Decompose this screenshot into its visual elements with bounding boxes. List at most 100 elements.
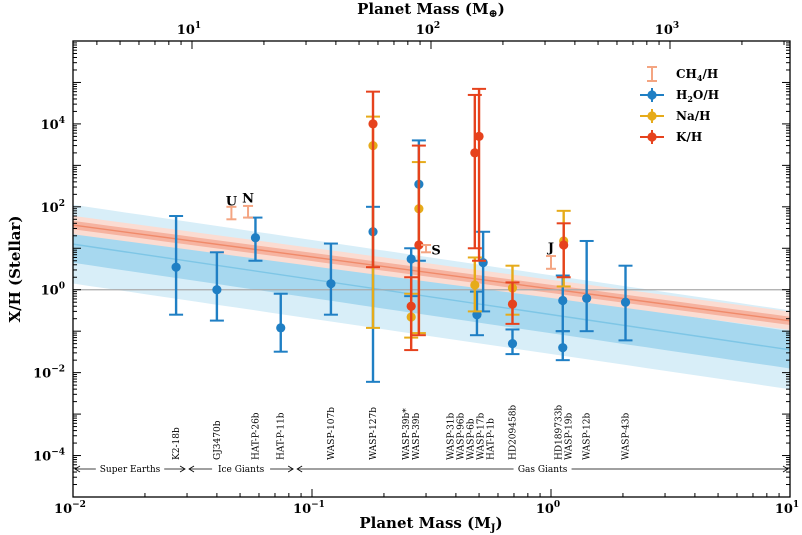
legend-item-na: Na/H xyxy=(640,109,710,123)
h2o-fit-line xyxy=(73,243,790,351)
plot-frame xyxy=(72,40,791,498)
x2-tick-label: 101 xyxy=(177,21,201,38)
x-tick-label: 101 xyxy=(775,500,799,517)
k-point-5 xyxy=(505,281,520,325)
h2o-point-13-marker xyxy=(582,293,592,303)
axes: 10−2 10−1 100 101 101 102 103 10−4 10−2 100 102 104 xyxy=(33,21,799,517)
k-point-4-marker xyxy=(474,131,484,141)
y-tick-label: 10−4 xyxy=(33,448,65,465)
k-point-0-marker xyxy=(368,119,378,129)
h2o-point-4-marker xyxy=(326,279,336,289)
x-tick-label: 10−1 xyxy=(293,500,325,517)
planet-label-4-0: WASP-107b xyxy=(327,407,337,460)
k-point-6 xyxy=(556,222,571,279)
planet-label-6-0: WASP-39b* xyxy=(402,408,412,460)
y-tick-label: 102 xyxy=(41,199,65,216)
region-label: Ice Giants xyxy=(218,465,265,475)
legend-item-ch4: CH4/H xyxy=(647,66,718,83)
planet-label-9-1: WASP-19b xyxy=(565,412,575,460)
h2o-point-1-marker xyxy=(212,285,222,295)
y-axis-title: X/H (Stellar) xyxy=(6,215,24,322)
planet-label-10-0: WASP-12b xyxy=(583,412,593,460)
k-point-3 xyxy=(467,93,482,250)
planet-label-1-0: GJ3470b xyxy=(213,420,223,460)
h2o-point-14 xyxy=(618,264,633,342)
na-point-3 xyxy=(467,256,482,313)
region-arrowhead-right xyxy=(782,465,789,473)
planet-label-7-0: WASP-31b xyxy=(446,412,456,460)
planet-label-6-1: WASP-39b xyxy=(412,412,422,460)
k-point-2 xyxy=(411,144,426,337)
h2o-point-10-marker xyxy=(507,339,518,349)
region-arrowhead-left xyxy=(188,465,195,473)
solar-label-s: S xyxy=(431,243,440,258)
solar-system-ch4-j xyxy=(546,255,556,270)
h2o-point-3-marker xyxy=(276,323,286,333)
h2o-point-2 xyxy=(248,216,263,262)
legend-item-k: K/H xyxy=(640,130,702,144)
planet-label-7-3: WASP-17b xyxy=(476,412,486,460)
x2-tick-label: 102 xyxy=(416,21,440,38)
legend-marker-dot xyxy=(647,111,657,121)
solar-system-ch4-n xyxy=(243,204,254,219)
legend-item-h2o: H2O/H xyxy=(640,88,719,104)
h2o-point-0 xyxy=(169,215,184,316)
planet-label-8-0: HD209458b xyxy=(509,405,519,460)
planet-label-11-0: WASP-43b xyxy=(622,412,632,460)
k-point-1-marker xyxy=(406,301,416,311)
region-arrowhead-left xyxy=(74,465,81,473)
region-arrowhead-right xyxy=(287,465,294,473)
na-point-3-marker xyxy=(470,280,480,290)
h2o-point-6-marker xyxy=(406,254,416,264)
h2o-point-10 xyxy=(505,328,520,356)
legend-label: H2O/H xyxy=(676,88,719,104)
k-point-6-marker xyxy=(559,240,569,250)
region-gas-giants: Gas Giants xyxy=(296,465,789,475)
region-label: Gas Giants xyxy=(518,465,568,475)
solar-system-ch4-u xyxy=(226,205,237,221)
legend-label: K/H xyxy=(676,130,702,144)
planet-label-5-0: WASP-127b xyxy=(369,407,379,460)
region-arrowhead-right xyxy=(179,465,186,473)
x2-axis-title: Planet Mass (M⊕) xyxy=(357,0,505,20)
region-label: Super Earths xyxy=(100,465,161,475)
planet-label-9-0: HD189733b xyxy=(555,405,565,460)
region-super-earths: Super Earths xyxy=(74,465,186,475)
planet-name-labels: U N S J K2-18b GJ3470b HAT-P-26b HAT-P-11b WASP-… xyxy=(172,192,631,460)
k-point-4 xyxy=(472,87,487,262)
legend-marker-dot xyxy=(647,90,657,100)
h2o-point-0-marker xyxy=(171,262,181,272)
legend-label: CH4/H xyxy=(676,67,718,83)
k-point-0 xyxy=(366,90,381,269)
y-tick-label: 100 xyxy=(41,282,65,299)
legend: CH4/H H2O/H Na/H K/H xyxy=(640,66,719,144)
solar-system-ch4-s xyxy=(421,243,432,254)
k-point-2-marker xyxy=(414,240,424,250)
planet-label-0-0: K2-18b xyxy=(172,427,182,460)
h2o-point-3 xyxy=(273,292,288,353)
h2o-point-14-marker xyxy=(620,297,631,307)
region-arrowhead-left xyxy=(296,465,303,473)
legend-label: Na/H xyxy=(676,109,710,123)
solar-label-n: N xyxy=(242,192,254,207)
x-axis-title: Planet Mass (MJ) xyxy=(359,514,502,534)
y-tick-label: 10−2 xyxy=(33,365,65,382)
planet-label-7-4: HAT-P-1b xyxy=(486,418,496,460)
h2o-point-4 xyxy=(323,242,338,316)
planet-label-7-1: WASP-96b xyxy=(456,412,466,460)
x2-tick-label: 103 xyxy=(655,21,679,38)
solar-label-j: J xyxy=(547,241,554,256)
fit-bands xyxy=(73,204,790,390)
planet-label-7-2: WASP-6b xyxy=(466,418,476,460)
h2o-point-12-marker xyxy=(558,343,568,353)
ch4-fit-line xyxy=(73,224,790,322)
solar-label-u: U xyxy=(226,195,238,210)
x-tick-label: 10−2 xyxy=(54,500,86,517)
planet-label-3-0: HAT-P-11b xyxy=(277,412,287,460)
h2o-point-1 xyxy=(209,251,224,322)
data-points xyxy=(169,87,633,383)
x-tick-label: 100 xyxy=(536,500,560,517)
h2o-point-12 xyxy=(555,330,570,362)
mass-regions: Super Earths Ice Giants Gas Giants xyxy=(74,465,789,475)
